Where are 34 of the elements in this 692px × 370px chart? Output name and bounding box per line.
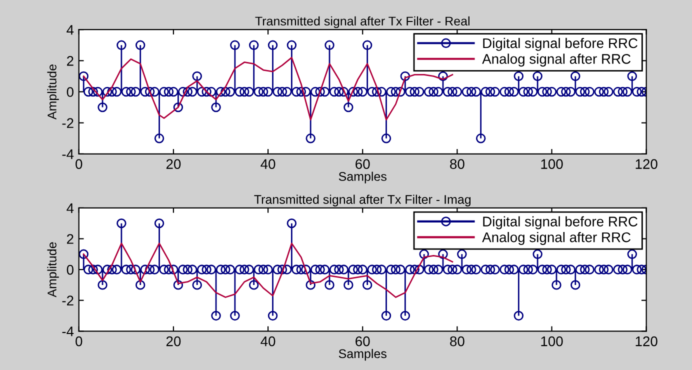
y-tick-label: -2 xyxy=(62,296,74,306)
x-tick-label: 100 xyxy=(541,159,563,169)
y-tick-label: 4 xyxy=(66,25,74,35)
x-tick-label: 40 xyxy=(260,159,276,169)
x-tick-label: 60 xyxy=(356,336,370,346)
y-tick-label: 0 xyxy=(66,87,74,97)
y-axis-title: Amplitude xyxy=(47,242,59,298)
legend-label: Digital signal before RRC xyxy=(483,216,638,230)
y-axis-title: Amplitude xyxy=(47,64,59,120)
x-tick-label: 120 xyxy=(636,336,658,346)
x-tick-label: 0 xyxy=(76,336,82,346)
x-tick-label: 40 xyxy=(260,336,276,346)
x-tick-label: 0 xyxy=(76,159,82,169)
x-tick-label: 120 xyxy=(636,159,658,169)
x-tick-label: 60 xyxy=(356,159,370,169)
y-tick-label: -4 xyxy=(62,149,74,159)
legend-label: Digital signal before RRC xyxy=(483,38,638,51)
chart-title: Transmitted signal after Tx Filter - Imag xyxy=(254,194,471,206)
x-axis-title: Samples xyxy=(338,172,386,184)
x-tick-label: 80 xyxy=(450,159,464,169)
x-axis-title: Samples xyxy=(338,348,386,361)
y-tick-label: -2 xyxy=(62,118,74,128)
y-tick-label: 0 xyxy=(66,264,74,275)
y-tick-label: 2 xyxy=(67,234,74,244)
x-tick-label: 100 xyxy=(541,336,563,346)
legend-label: Analog signal after RRC xyxy=(482,54,631,67)
y-tick-label: -4 xyxy=(62,326,74,336)
y-tick-label: 4 xyxy=(66,203,74,213)
chart-title: Transmitted signal after Tx Filter - Real xyxy=(255,16,470,28)
x-tick-label: 20 xyxy=(166,159,181,169)
y-tick-label: 2 xyxy=(67,56,74,66)
legend-label: Analog signal after RRC xyxy=(482,232,631,245)
x-tick-label: 20 xyxy=(166,336,181,346)
x-tick-label: 80 xyxy=(450,336,464,346)
